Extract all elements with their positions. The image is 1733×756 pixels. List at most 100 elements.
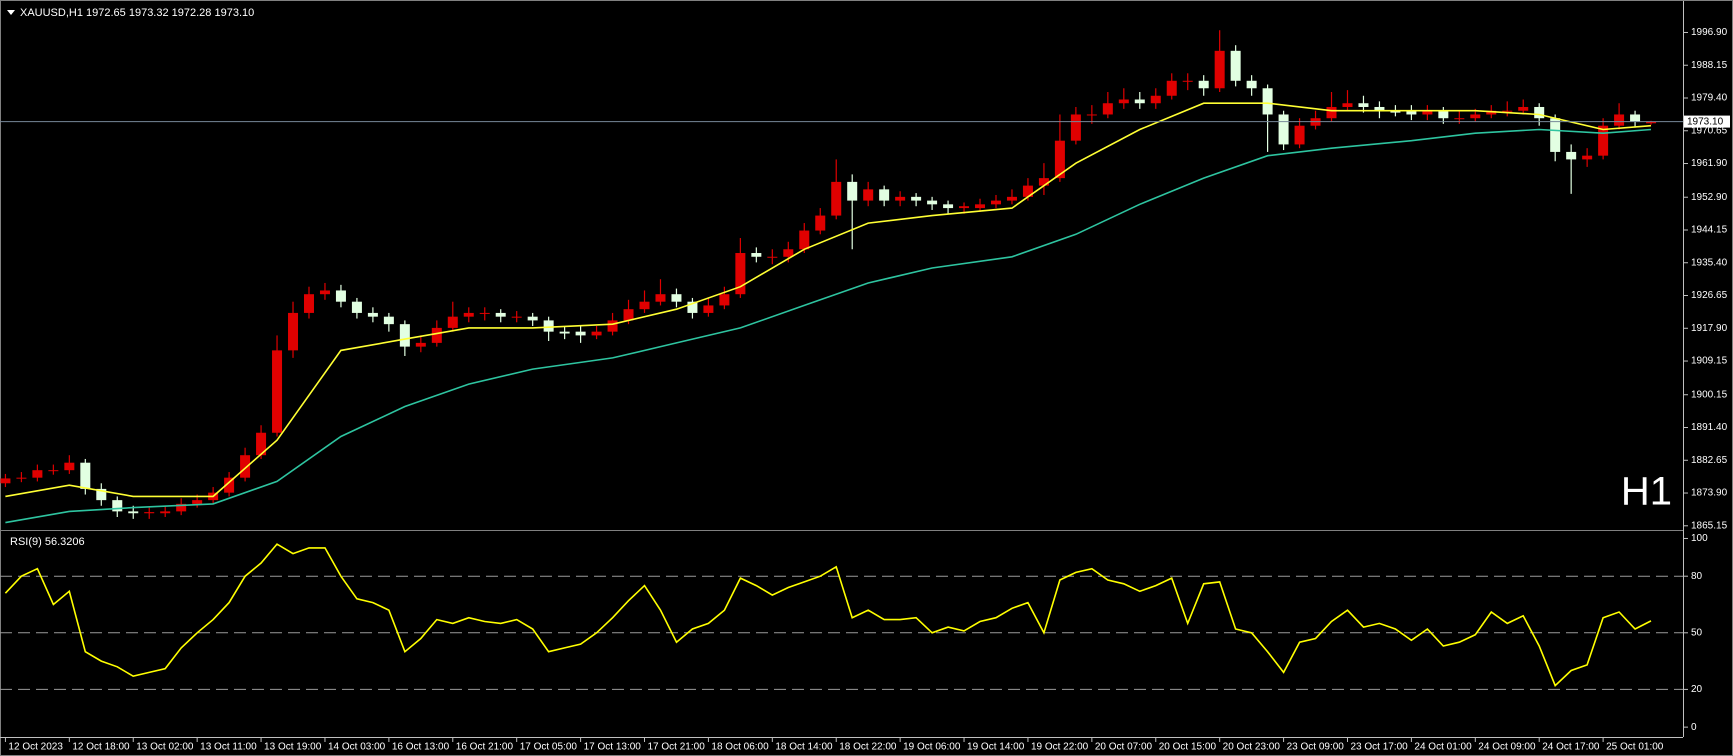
candle-body	[64, 462, 75, 471]
candle-body	[415, 342, 426, 347]
y-tick-label: 0	[1691, 722, 1697, 733]
x-tick-label: 18 Oct 22:00	[839, 742, 897, 753]
candle-body	[1374, 106, 1385, 111]
y-tick-label: 1926.65	[1691, 290, 1728, 301]
y-tick-label: 1996.90	[1691, 27, 1728, 38]
y-tick-label: 1944.15	[1691, 225, 1728, 236]
candle-body	[399, 324, 410, 347]
x-tick-label: 13 Oct 02:00	[136, 742, 194, 753]
candle-body	[272, 350, 283, 433]
candle-body	[1486, 110, 1497, 115]
y-tick-label: 1988.15	[1691, 60, 1728, 71]
candle-body	[815, 215, 826, 231]
candle-body	[703, 305, 714, 313]
candle-body	[160, 511, 171, 514]
candle-body	[831, 181, 842, 216]
candle-body	[847, 181, 858, 201]
candle-body	[48, 470, 59, 472]
candle-body	[975, 204, 986, 209]
candle-body	[671, 294, 682, 302]
candle-body	[1086, 114, 1097, 116]
candle-body	[240, 455, 251, 478]
x-tick-label: 19 Oct 14:00	[967, 742, 1025, 753]
candle-body	[1166, 80, 1177, 96]
candle-body	[1438, 110, 1449, 119]
y-tick-label: 1891.40	[1691, 422, 1728, 433]
y-tick-label: 1865.15	[1691, 520, 1728, 531]
y-tick-label: 1873.90	[1691, 488, 1728, 499]
candle-body	[1070, 114, 1081, 141]
x-tick-label: 12 Oct 18:00	[72, 742, 130, 753]
x-tick-label: 23 Oct 09:00	[1287, 742, 1345, 753]
menu-arrow[interactable]	[7, 10, 15, 15]
x-tick-label: 20 Oct 15:00	[1159, 742, 1217, 753]
candle-body	[1534, 106, 1545, 119]
candle-body	[559, 331, 570, 334]
x-tick-label: 17 Oct 05:00	[520, 742, 578, 753]
candle-body	[1230, 50, 1241, 81]
x-tick-label: 17 Oct 13:00	[584, 742, 642, 753]
candle-body	[639, 301, 650, 310]
candle-body	[447, 316, 458, 328]
rsi-line	[4, 543, 1652, 687]
candle-body	[879, 189, 890, 201]
candle-body	[112, 500, 123, 512]
x-tick-label: 19 Oct 06:00	[903, 742, 961, 753]
candle-body	[96, 488, 107, 501]
candle-body	[192, 500, 203, 504]
candle-body	[335, 290, 346, 302]
candle-body	[1406, 110, 1417, 115]
x-tick-label: 20 Oct 07:00	[1095, 742, 1153, 753]
candle-body	[1182, 80, 1193, 82]
candle-body	[463, 312, 474, 317]
candle-body	[351, 301, 362, 313]
candle-body	[543, 320, 554, 332]
y-tick-label: 1979.40	[1691, 93, 1728, 104]
y-tick-label: 50	[1691, 627, 1703, 638]
x-tick-label: 17 Oct 21:00	[648, 742, 706, 753]
candle-body	[751, 253, 762, 257]
x-tick-label: 19 Oct 22:00	[1031, 742, 1089, 753]
candle-body	[1006, 196, 1017, 201]
candle-body	[863, 189, 874, 201]
candle-body	[1038, 178, 1049, 186]
current-price-label: 1973.10	[1687, 117, 1724, 128]
candle-body	[0, 478, 11, 484]
moving-average	[5, 128, 1652, 524]
candle-body	[1550, 118, 1561, 152]
candle-body	[383, 316, 394, 325]
candle-body	[495, 312, 506, 317]
timeframe-annotation: H1	[1621, 470, 1672, 514]
y-tick-label: 1917.90	[1691, 323, 1728, 334]
candle-body	[655, 294, 666, 302]
x-tick-label: 13 Oct 19:00	[264, 742, 322, 753]
candle-body	[367, 312, 378, 317]
candle-body	[911, 196, 922, 201]
candle-body	[1214, 50, 1225, 89]
y-tick-label: 1909.15	[1691, 356, 1728, 367]
candle-body	[1150, 95, 1161, 104]
candle-body	[32, 470, 43, 478]
y-tick-label: 1882.65	[1691, 455, 1728, 466]
y-tick-label: 1935.40	[1691, 257, 1728, 268]
candle-body	[1518, 106, 1529, 111]
x-tick-label: 24 Oct 01:00	[1414, 742, 1472, 753]
candle-body	[319, 290, 330, 295]
candle-body	[735, 253, 746, 295]
candle-body	[1630, 114, 1641, 122]
moving-average	[5, 102, 1652, 498]
candle-body	[1342, 103, 1353, 107]
candle-body	[224, 477, 235, 493]
candle-body	[1390, 110, 1401, 113]
x-tick-label: 13 Oct 11:00	[200, 742, 257, 753]
candle-body	[1358, 103, 1369, 107]
y-tick-label: 1952.90	[1691, 192, 1728, 203]
candle-body	[1598, 125, 1609, 156]
candle-body	[1198, 80, 1209, 89]
candle-body	[288, 312, 299, 351]
candle-body	[303, 294, 314, 313]
candle-body	[1134, 99, 1145, 104]
candle-body	[1614, 114, 1625, 126]
candle-body	[1326, 106, 1337, 119]
y-tick-label: 1970.65	[1691, 125, 1728, 136]
